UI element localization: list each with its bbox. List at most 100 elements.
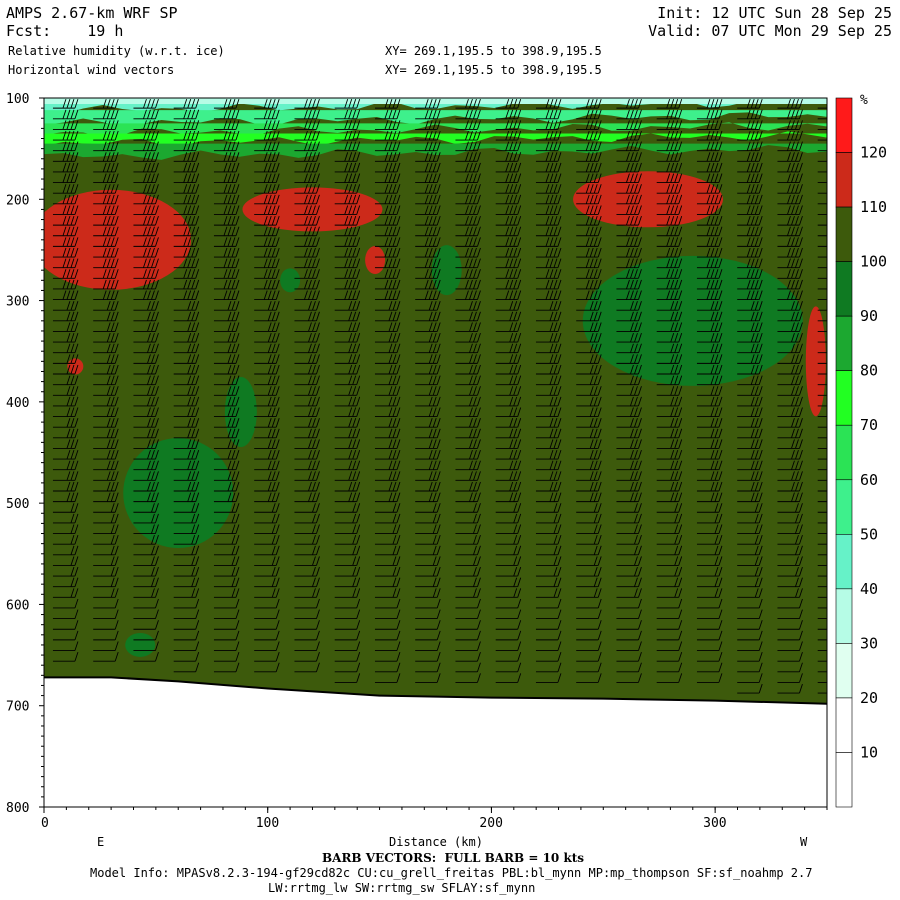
wind-barb-83	[93, 418, 119, 428]
wind-barb-1024	[777, 556, 803, 566]
wind-barb-707	[576, 120, 602, 130]
wind-barb-117	[133, 215, 159, 226]
wind-barb-82	[93, 407, 119, 417]
model-info-2: LW:rrtmg_lw SW:rrtmg_sw SFLAY:sf_mynn	[268, 881, 536, 895]
wind-barb-381	[334, 162, 361, 173]
wind-barb-102	[93, 620, 119, 630]
rh-region-4	[123, 438, 234, 549]
colorbar-segment-4	[835, 315, 853, 371]
plot-area	[44, 98, 827, 807]
wind-barb-104	[93, 641, 119, 651]
wind-barb-277	[254, 205, 280, 215]
wind-barb-1003	[777, 332, 803, 343]
wind-barb-623	[495, 396, 522, 407]
wind-barb-662	[535, 226, 562, 237]
wind-barb-997	[777, 269, 803, 279]
wind-barb-33	[52, 449, 79, 460]
wind-barb-240	[213, 386, 240, 396]
wind-barb-256	[213, 556, 240, 566]
wind-barb-79	[93, 375, 119, 386]
wind-barb-460	[374, 418, 401, 428]
wind-barb-392	[334, 279, 361, 290]
wind-barb-690	[535, 524, 562, 534]
wind-barb-124	[133, 290, 159, 301]
wind-barb-551	[455, 215, 481, 226]
wind-barb-260	[213, 598, 240, 609]
wind-barb-739	[576, 460, 602, 471]
wind-barb-1032	[777, 641, 803, 651]
wind-barb-196	[173, 492, 200, 503]
wind-barb-352	[294, 428, 320, 439]
wind-barb-458	[374, 396, 401, 407]
wind-barb-353	[294, 439, 320, 449]
wind-barb-1002	[777, 322, 803, 332]
wind-barb-184	[173, 364, 200, 375]
wind-barb-516	[415, 428, 441, 439]
wind-barb-425	[334, 630, 361, 641]
wind-barb-574	[455, 460, 481, 471]
wind-barb-668	[535, 290, 562, 301]
wind-barb-885	[696, 258, 723, 269]
wind-barb-49	[52, 620, 79, 630]
wind-barb-322	[294, 109, 320, 120]
wind-barb-221	[213, 184, 240, 194]
wind-barb-1017	[777, 481, 803, 492]
wind-barb-577	[455, 492, 481, 503]
wind-barb-388	[334, 237, 361, 247]
wind-barb-575	[455, 471, 481, 481]
rh-region-small-1	[280, 268, 301, 293]
wind-barb-576	[455, 481, 481, 492]
colorbar-segment-12	[835, 752, 853, 808]
wind-barb-330	[294, 194, 320, 205]
wind-barb-497	[415, 226, 441, 237]
rh-band-70	[44, 131, 827, 147]
wind-barb-113	[133, 173, 159, 184]
wind-barb-80	[93, 386, 119, 396]
wind-barb-265	[213, 652, 240, 662]
wind-barb-627	[495, 439, 522, 449]
wind-barb-85	[93, 439, 119, 449]
wind-barb-278	[254, 215, 280, 226]
wind-barb-874	[696, 141, 723, 152]
colorbar-segment-6	[835, 424, 853, 481]
wind-barb-713	[576, 184, 602, 194]
wind-barb-123	[133, 279, 159, 290]
wind-barb-398	[334, 343, 361, 354]
wind-barb-849	[656, 460, 683, 471]
wind-barb-486	[415, 109, 441, 120]
wind-barb-935	[737, 205, 763, 215]
wind-barb-790	[616, 418, 642, 428]
wind-barb-810	[616, 630, 642, 641]
wind-barb-555	[455, 258, 481, 269]
wind-barb-505	[415, 311, 441, 322]
colorbar-segment-3	[835, 261, 853, 317]
wind-barb-508	[415, 343, 441, 354]
wind-barb-754	[576, 620, 602, 630]
wind-barb-599	[495, 141, 522, 152]
wind-barb-283	[254, 269, 280, 279]
wind-barb-854	[656, 513, 683, 524]
wind-barb-1036	[777, 683, 803, 694]
wind-barb-536	[415, 641, 441, 651]
wind-barb-241	[213, 396, 240, 407]
wind-barb-482	[374, 652, 401, 662]
wind-barb-411	[334, 481, 361, 492]
wind-barb-219	[213, 162, 240, 173]
colorbar-label-1: 20	[860, 689, 878, 707]
wind-barb-177	[173, 290, 200, 301]
wind-barb-834	[656, 301, 683, 311]
wind-barb-498	[415, 237, 441, 247]
wind-barb-324	[294, 130, 320, 141]
wind-barb-816	[656, 109, 683, 120]
wind-barb-795	[616, 471, 642, 481]
wind-barb-145	[133, 513, 159, 524]
wind-barb-563	[455, 343, 481, 354]
wind-barb-251	[213, 503, 240, 513]
wind-barb-542	[455, 120, 481, 130]
wind-barb-648	[495, 662, 522, 673]
wind-barb-568	[455, 396, 481, 407]
wind-barb-1000	[777, 301, 803, 311]
wind-barb-645	[495, 630, 522, 641]
wind-barb-502	[415, 279, 441, 290]
wind-barb-395	[334, 311, 361, 322]
